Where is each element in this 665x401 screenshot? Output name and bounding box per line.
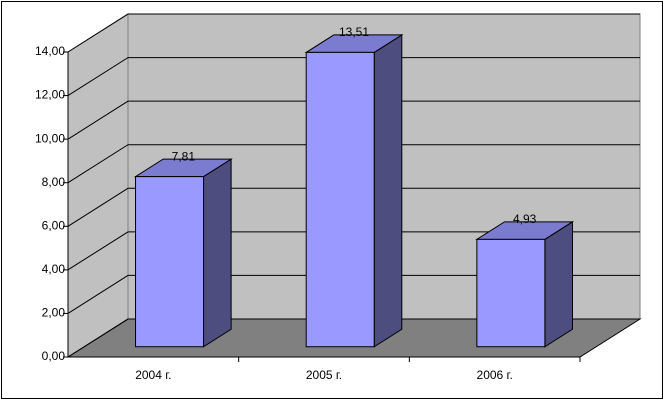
y-tick-label: 0,00 [42,349,66,363]
y-tick-label: 4,00 [42,262,66,276]
grid-line [67,318,640,358]
y-tick-label: 14,00 [35,44,65,58]
value-label: 7,81 [172,149,196,163]
bar-side [544,220,573,348]
y-tick-label: 8,00 [42,175,66,189]
grid-line [67,231,640,271]
x-tick-label: 2005 г. [306,368,342,382]
x-tick-label: 2006 г. [477,368,513,382]
bar [476,238,546,348]
grid-line [67,274,640,314]
y-tick-label: 2,00 [42,306,66,320]
bar [305,51,375,348]
grid-line [67,100,640,140]
value-label: 13,51 [339,25,369,39]
bar-side [203,158,232,348]
grid-line [67,13,640,53]
grid-line [67,144,640,184]
side-wall [67,13,129,358]
grid-line [67,57,640,96]
bar [135,176,205,348]
grid-line [67,187,640,227]
y-tick-label: 12,00 [35,88,65,102]
value-label: 4,93 [513,212,537,226]
y-tick-label: 10,00 [35,131,65,145]
bar-side [373,34,403,348]
x-tick-label: 2004 г. [135,368,171,382]
y-tick-label: 6,00 [42,218,66,232]
